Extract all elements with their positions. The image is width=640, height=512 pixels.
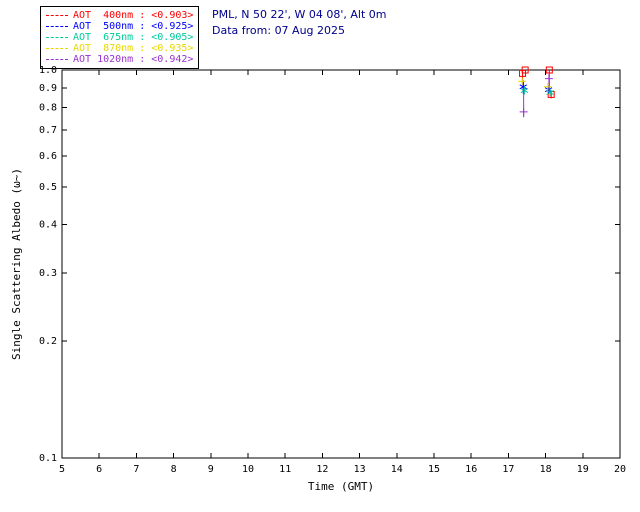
x-tick-label: 15	[428, 464, 440, 475]
legend-item-3: AOT 870nm : <0.935>	[46, 43, 193, 54]
tick-labels: 5 6 7 8 9 10 11 12 13 14 15 16 17 18 19 20 1.0 0.9 0.8 0.7 0…	[39, 65, 626, 475]
x-tick-label: 10	[242, 464, 254, 475]
legend-line-sample	[46, 15, 68, 16]
y-tick-label: 0.3	[39, 268, 57, 279]
legend-item-4: AOT 1020nm : <0.942>	[46, 54, 193, 65]
x-tick-label: 20	[614, 464, 626, 475]
y-tick-label: 0.5	[39, 182, 57, 193]
legend-item-label: AOT 500nm : <0.925>	[73, 21, 194, 32]
y-tick-label: 0.6	[39, 151, 57, 162]
header: PML, N 50 22', W 04 08', Alt 0m Data fro…	[212, 8, 386, 37]
legend-item-label: AOT 400nm : <0.903>	[73, 10, 194, 21]
legend-line-sample	[46, 59, 68, 60]
y-tick-label: 0.7	[39, 125, 57, 136]
y-tick-label: 0.4	[39, 219, 57, 230]
site-info: PML, N 50 22', W 04 08', Alt 0m	[212, 8, 387, 21]
x-tick-label: 9	[208, 464, 214, 475]
y-tick-label: 0.9	[39, 83, 57, 94]
x-tick-label: 12	[316, 464, 328, 475]
x-tick-label: 5	[59, 464, 65, 475]
legend-line-sample	[46, 48, 68, 49]
x-tick-label: 16	[465, 464, 477, 475]
x-tick-label: 6	[96, 464, 102, 475]
series-aot-675nm	[520, 86, 554, 97]
legend-item-label: AOT 675nm : <0.905>	[73, 32, 194, 43]
x-tick-label: 8	[171, 464, 177, 475]
y-axis-label: Single Scattering Albedo (ω~)	[10, 168, 23, 360]
y-tick-label: 0.1	[39, 453, 57, 464]
legend-item-label: AOT 1020nm : <0.942>	[73, 54, 194, 65]
x-tick-label: 11	[279, 464, 291, 475]
x-axis-label: Time (GMT)	[308, 480, 374, 493]
legend-line-sample	[46, 26, 68, 27]
x-tick-label: 18	[540, 464, 552, 475]
y-tick-label: 1.0	[39, 65, 57, 76]
axes	[61, 69, 621, 459]
x-tick-label: 13	[354, 464, 366, 475]
y-tick-label: 0.2	[39, 336, 57, 347]
x-tick-label: 7	[133, 464, 139, 475]
legend-item-0: AOT 400nm : <0.903>	[46, 10, 193, 21]
legend-line-sample	[46, 37, 68, 38]
legend-box: AOT 400nm : <0.903> AOT 500nm : <0.925> AO…	[40, 6, 200, 69]
legend-item-2: AOT 675nm : <0.905>	[46, 32, 193, 43]
legend-item-label: AOT 870nm : <0.935>	[73, 43, 194, 54]
x-tick-label: 14	[391, 464, 403, 475]
series-aot-870nm	[518, 77, 552, 91]
x-tick-label: 17	[502, 464, 514, 475]
x-tick-label: 19	[577, 464, 589, 475]
series-aot-1020nm	[519, 74, 553, 118]
legend-item-1: AOT 500nm : <0.925>	[46, 21, 193, 32]
date-info: Data from: 07 Aug 2025	[212, 24, 346, 37]
y-tick-label: 0.8	[39, 103, 57, 114]
